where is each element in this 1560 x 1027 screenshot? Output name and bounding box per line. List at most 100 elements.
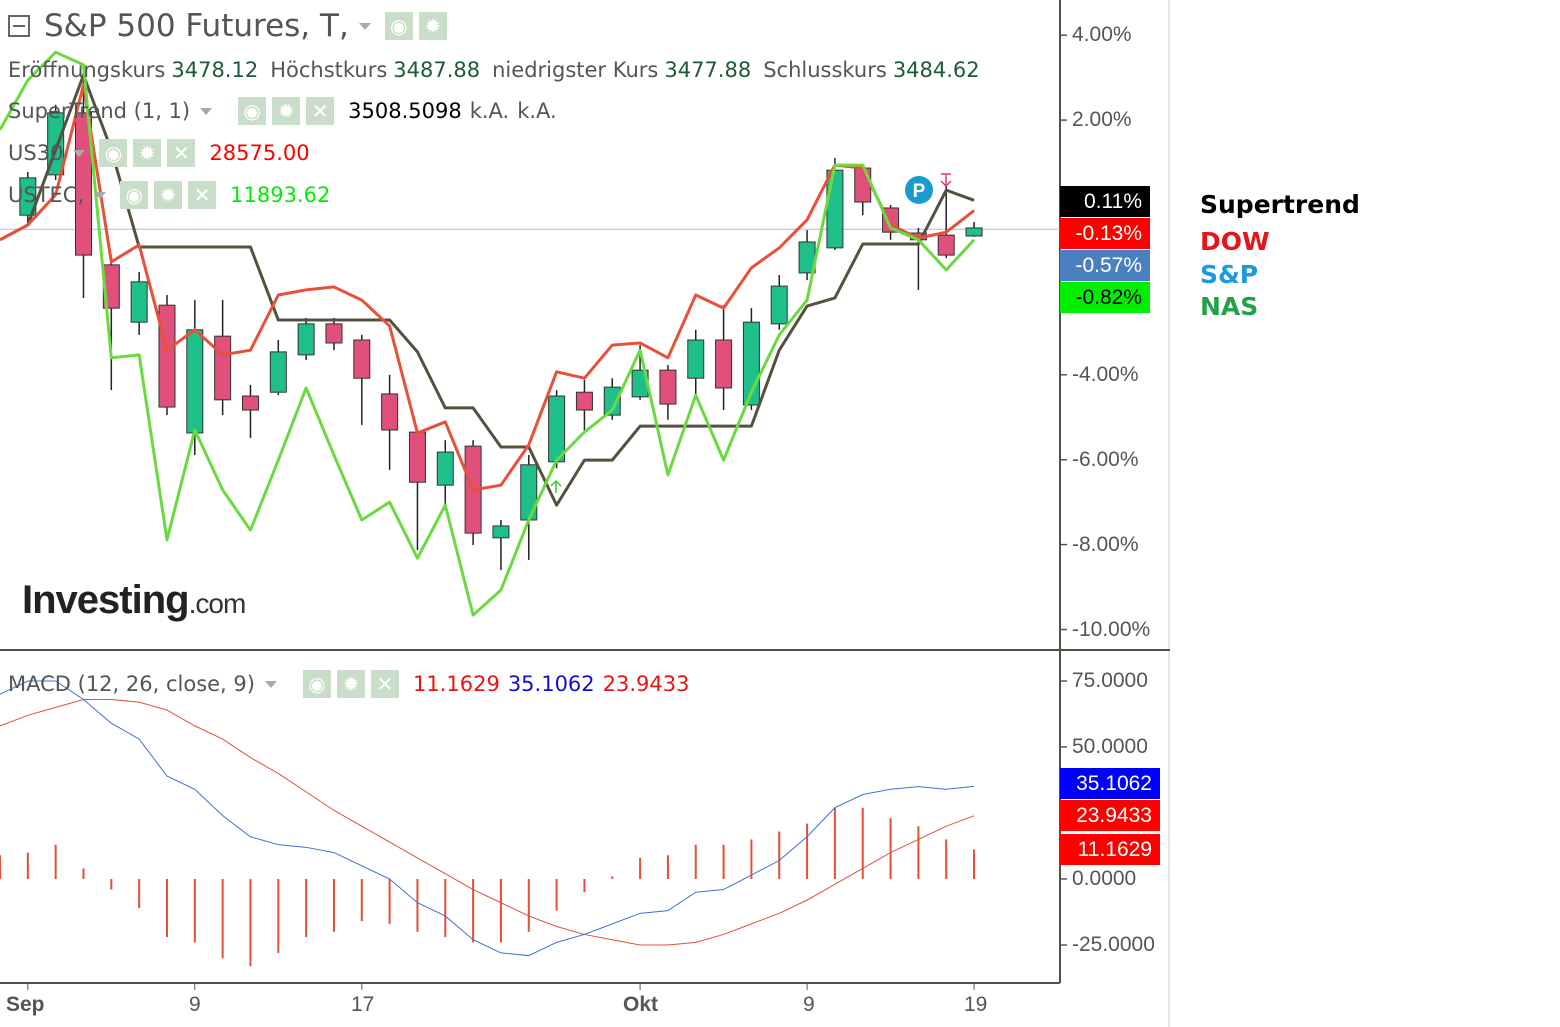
p-marker-icon[interactable] [905,176,933,204]
eye-icon[interactable]: ◉ [120,181,149,209]
badge-sp: -0.57% [1060,250,1150,281]
indicator-value: k.A. [517,99,557,123]
gear-icon[interactable]: ✹ [272,97,301,125]
date-label-okt: Okt [623,993,659,1016]
candle-up [130,281,148,323]
date-label-sep: Sep [6,993,45,1016]
candle-down [74,112,92,256]
candle-down [241,395,259,411]
side-legend-sp: S&P [1200,260,1259,289]
macd-axis-label: -25.0000 [1072,933,1155,956]
indicator-value: 11893.62 [230,183,331,207]
macd-signal-line [0,698,975,946]
macd-histogram-value: 11.1629 [412,672,500,696]
indicator-name: USTEC, [8,183,85,207]
close-value: 3484.62 [892,58,980,82]
badge-nas: -0.82% [1060,282,1150,313]
candle-up [492,525,510,539]
indicator-ustec: USTEC, ◉ ✹ ✕ 11893.62 [8,181,330,209]
indicator-name: US30 [8,141,64,165]
chart-title: S&P 500 Futures, T, [44,8,349,44]
gear-icon[interactable]: ✹ [418,12,447,40]
indicator-supertrend: SuperTrend (1, 1) ◉ ✹ ✕ 3508.5098 k.A. k.A… [8,97,557,125]
candle-down [325,323,343,344]
candle-up [603,386,621,416]
low-label: niedrigster Kurs [492,58,659,82]
candle-up [297,323,315,356]
indicator-value: k.A. [469,99,510,123]
chevron-down-icon[interactable] [94,191,107,199]
candle-down [715,339,733,389]
buy-arrow-icon [550,479,562,493]
gear-icon[interactable]: ✹ [133,139,162,167]
price-axis-label: 2.00% [1072,108,1132,132]
candle-up [19,177,37,216]
close-label: Schlusskurs [763,58,887,82]
macd-axis-label: 0.0000 [1072,867,1137,890]
chevron-down-icon[interactable] [73,149,86,157]
price-axis-label: -10.00% [1072,617,1151,641]
low-value: 3477.88 [664,58,752,82]
price-axis-label: -6.00% [1072,447,1139,471]
eye-icon[interactable]: ◉ [238,97,267,125]
candle-up [436,451,454,486]
open-value: 3478.12 [171,58,259,82]
ohlc-row: Eröffnungskurs 3478.12 Höchstkurs 3487.8… [8,58,980,82]
candle-down [659,369,677,405]
badge-supertrend: 0.11% [1060,186,1150,217]
date-label: 9 [803,993,815,1016]
indicator-value: 3508.5098 [348,99,462,123]
date-label: 9 [189,993,201,1016]
indicator-us30: US30 ◉ ✹ ✕ 28575.00 [8,139,310,167]
close-icon[interactable]: ✕ [370,670,399,698]
side-legend-supertrend: Supertrend [1200,190,1360,219]
series-line-supertrend [0,73,975,507]
indicator-value: 28575.00 [209,141,310,165]
badge-macd: 35.1062 [1060,768,1160,799]
chevron-down-icon[interactable] [358,22,371,30]
side-legend-dow: DOW [1200,227,1270,256]
high-label: Höchstkurs [270,58,388,82]
macd-line-value: 35.1062 [507,672,595,696]
macd-line [0,680,975,957]
macd-axis-label: 50.0000 [1072,735,1148,758]
candle-down [214,335,232,401]
eye-icon[interactable]: ◉ [302,670,331,698]
price-pane [0,34,1067,990]
candle-down [408,431,426,483]
indicator-name: SuperTrend (1, 1) [8,99,191,123]
date-label: 19 [964,993,988,1016]
series-line-dow [0,83,975,492]
collapse-icon[interactable] [8,15,30,37]
high-value: 3487.88 [393,58,481,82]
eye-icon[interactable]: ◉ [384,12,413,40]
macd-pane [0,680,1067,967]
markers: P [550,173,952,493]
eye-icon[interactable]: ◉ [99,139,128,167]
side-legend-nas: NAS [1200,292,1259,321]
candle-up [269,351,287,393]
gear-icon[interactable]: ✹ [336,670,365,698]
candle-down [353,339,371,379]
chevron-down-icon[interactable] [264,680,277,688]
investing-logo: Investing.com [22,578,246,622]
chart-title-row: S&P 500 Futures, T, ◉ ✹ [8,8,453,44]
macd-axis-label: 75.0000 [1072,669,1148,692]
open-label: Eröffnungskurs [8,58,166,82]
macd-signal-value: 23.9433 [602,672,690,696]
candle-down [854,167,872,203]
date-label: 17 [351,993,375,1016]
candle-up [186,329,204,434]
candle-up [520,464,538,521]
badge-histogram: 11.1629 [1060,834,1160,865]
candle-down [381,393,399,431]
candle-up [770,285,788,325]
chevron-down-icon[interactable] [200,107,213,115]
close-icon[interactable]: ✕ [167,139,196,167]
close-icon[interactable]: ✕ [188,181,217,209]
close-icon[interactable]: ✕ [306,97,335,125]
candle-down [158,304,176,408]
gear-icon[interactable]: ✹ [154,181,183,209]
sell-arrow-icon [940,173,952,188]
